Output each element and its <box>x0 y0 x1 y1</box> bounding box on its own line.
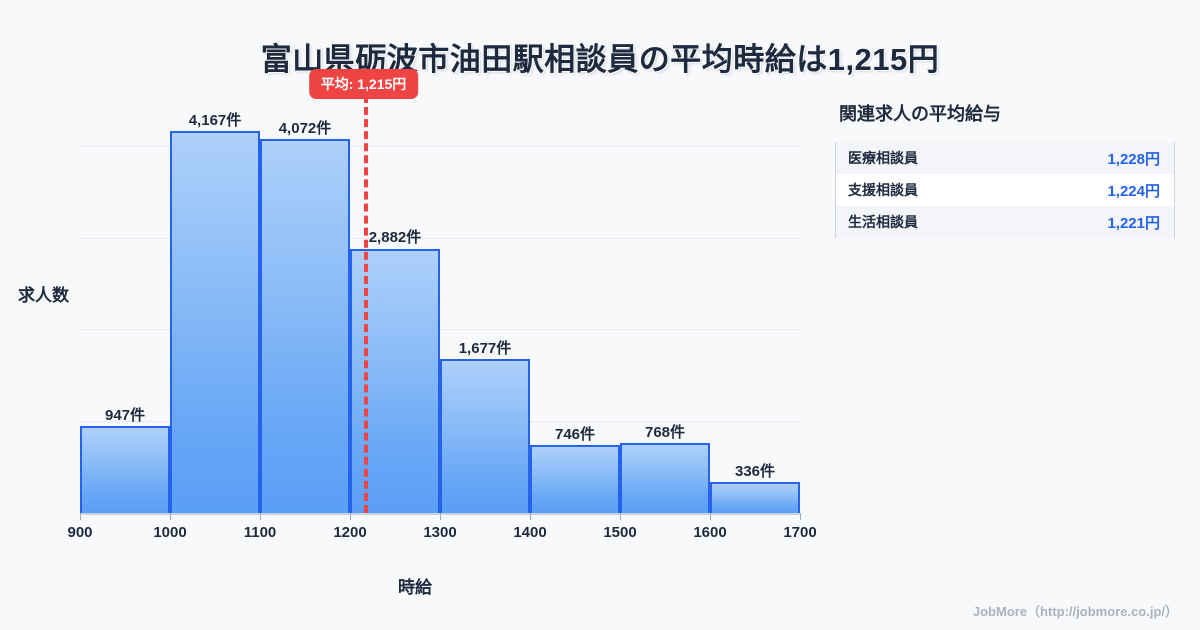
related-salary-title: 関連求人の平均給与 <box>839 104 1001 124</box>
related-job-name: 生活相談員 <box>848 214 918 230</box>
bar-value-label: 746件 <box>554 425 596 443</box>
histogram-chart: 947件 4,167件 4,072件 2,882件 1,677件 746件 768件 336件… <box>18 69 817 597</box>
x-axis-tick-label: 1100 <box>243 524 277 541</box>
bar-value-label: 1,677件 <box>458 340 512 358</box>
table-row[interactable]: 生活相談員 1,221円 <box>836 206 1174 238</box>
average-badge: 平均: 1,215円 <box>308 69 419 99</box>
bar-value-label: 947件 <box>104 407 146 425</box>
x-axis-tick-label: 900 <box>67 524 93 541</box>
gridline <box>80 329 800 331</box>
x-axis-tick-label: 1700 <box>783 524 817 541</box>
histogram-bar[interactable] <box>170 130 260 513</box>
histogram-bar[interactable] <box>80 426 170 513</box>
y-axis-label: 求人数 <box>18 286 69 305</box>
x-axis-tick <box>530 513 531 520</box>
histogram-bar[interactable] <box>260 139 350 513</box>
x-axis-tick <box>260 513 261 520</box>
x-axis-tick <box>80 513 81 520</box>
x-axis-tick <box>350 513 351 520</box>
x-axis-tick <box>620 513 621 520</box>
bar-value-label: 768件 <box>644 423 686 441</box>
plot-area: 947件 4,167件 4,072件 2,882件 1,677件 746件 768件 336件… <box>80 69 800 514</box>
table-row[interactable]: 支援相談員 1,224円 <box>836 174 1174 206</box>
footer-watermark: JobMore（http://jobmore.co.jp/） <box>972 604 1178 619</box>
related-salary-panel: 関連求人の平均給与 医療相談員 1,228円支援相談員 1,224円生活相談員 1,2… <box>835 100 1175 238</box>
x-axis-label: 時給 <box>398 578 432 597</box>
histogram-bar[interactable] <box>530 444 620 513</box>
bar-value-label: 4,072件 <box>278 120 332 138</box>
related-job-salary: 1,221円 <box>1107 214 1160 232</box>
x-axis-tick <box>170 513 171 520</box>
related-job-name: 医療相談員 <box>848 150 918 166</box>
x-axis-tick-label: 1200 <box>333 524 367 541</box>
gridline <box>80 237 800 239</box>
histogram-bar[interactable] <box>620 442 710 513</box>
bar-value-label: 2,882件 <box>368 229 422 247</box>
bar-value-label: 336件 <box>734 463 776 481</box>
related-job-salary: 1,228円 <box>1107 150 1160 168</box>
related-job-salary: 1,224円 <box>1107 182 1160 200</box>
x-axis-tick-label: 1400 <box>513 524 547 541</box>
gridline <box>80 145 800 147</box>
x-axis-tick <box>710 513 711 520</box>
x-axis-tick-label: 1000 <box>153 524 187 541</box>
related-salary-table: 医療相談員 1,228円支援相談員 1,224円生活相談員 1,221円 <box>835 142 1175 238</box>
x-axis-tick <box>440 513 441 520</box>
x-axis-tick-label: 1500 <box>603 524 637 541</box>
bar-value-label: 4,167件 <box>188 111 242 129</box>
histogram-bar[interactable] <box>440 359 530 513</box>
table-row[interactable]: 医療相談員 1,228円 <box>836 142 1174 174</box>
related-job-name: 支援相談員 <box>848 182 918 198</box>
x-axis-tick-label: 1300 <box>423 524 457 541</box>
average-line <box>363 95 368 513</box>
x-axis-tick <box>800 513 801 520</box>
x-axis-tick-label: 1600 <box>693 524 727 541</box>
histogram-bar[interactable] <box>710 482 800 513</box>
